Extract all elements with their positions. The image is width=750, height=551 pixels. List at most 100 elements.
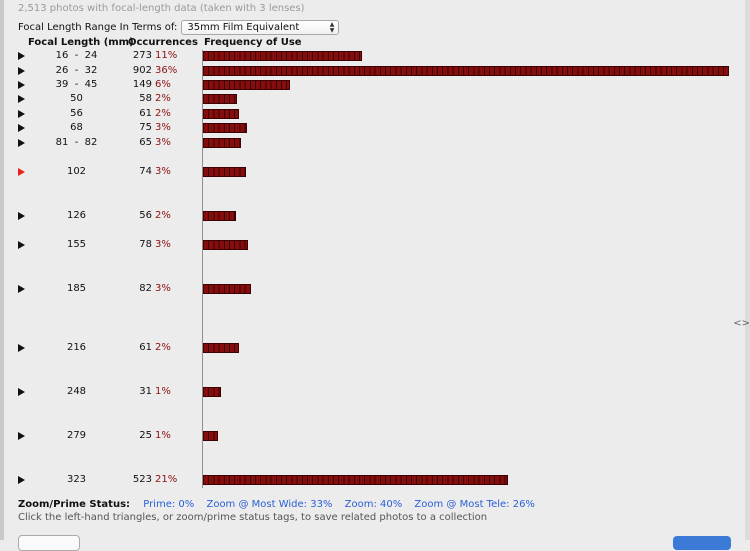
usage-percent: 11% (155, 50, 178, 61)
disclosure-triangle-icon[interactable] (18, 110, 25, 118)
disclosure-triangle-icon[interactable] (18, 95, 25, 103)
disclosure-triangle-icon[interactable] (18, 81, 25, 89)
usage-percent: 1% (155, 386, 171, 397)
focal-length-value: 39 - 45 (55, 79, 98, 90)
resize-handle-icon[interactable]: <> (733, 318, 750, 329)
window-left-edge (0, 0, 4, 540)
instruction-hint: Click the left-hand triangles, or zoom/p… (18, 512, 488, 523)
table-row: 185 82 3% (0, 283, 750, 295)
bottom-right-button[interactable] (673, 536, 731, 550)
status-label: Zoom/Prime Status: (18, 499, 131, 510)
focal-range-row: Focal Length Range In Terms of: 35mm Fil… (18, 19, 340, 35)
usage-percent: 1% (155, 430, 171, 441)
table-row: 102 74 3% (0, 166, 750, 178)
disclosure-triangle-icon[interactable] (18, 344, 25, 352)
occurrence-count: 61 (139, 342, 152, 353)
disclosure-triangle-icon[interactable] (18, 212, 25, 220)
status-tag-zoom[interactable]: Zoom: 40% (344, 499, 403, 510)
focal-length-value: 50 (70, 93, 83, 104)
window-right-edge (745, 0, 750, 540)
table-row: 323 523 21% (0, 474, 750, 486)
bottom-left-button[interactable] (18, 535, 80, 551)
disclosure-triangle-icon[interactable] (18, 52, 25, 60)
usage-percent: 2% (155, 93, 171, 104)
disclosure-triangle-icon[interactable] (18, 124, 25, 132)
occurrence-count: 25 (139, 430, 152, 441)
focal-length-value: 16 - 24 (55, 50, 98, 61)
table-row: 50 58 2% (0, 93, 750, 105)
usage-percent: 2% (155, 210, 171, 221)
focal-range-label: Focal Length Range In Terms of: (18, 21, 178, 33)
zoom-prime-status: Zoom/Prime Status: Prime: 0% Zoom @ Most… (18, 499, 544, 510)
photo-summary: 2,513 photos with focal-length data (tak… (18, 3, 305, 14)
table-row: 81 - 82 65 3% (0, 137, 750, 149)
status-tag-zoom-most-tele[interactable]: Zoom @ Most Tele: 26% (414, 499, 535, 510)
frequency-bar (203, 284, 251, 294)
frequency-bar (203, 51, 362, 61)
table-row: 279 25 1% (0, 430, 750, 442)
disclosure-triangle-icon[interactable] (18, 241, 25, 249)
table-row: 26 - 32 902 36% (0, 65, 750, 77)
focal-length-value: 26 - 32 (55, 65, 98, 76)
usage-percent: 6% (155, 79, 171, 90)
disclosure-triangle-icon[interactable] (18, 388, 25, 396)
occurrence-count: 149 (132, 79, 152, 90)
table-row: 56 61 2% (0, 108, 750, 120)
frequency-bar (203, 343, 239, 353)
focal-length-value: 248 (66, 386, 87, 397)
table-row: 155 78 3% (0, 239, 750, 251)
occurrence-count: 74 (139, 166, 152, 177)
occurrence-count: 61 (139, 108, 152, 119)
frequency-bar (203, 475, 508, 485)
occurrence-count: 75 (139, 122, 152, 133)
frequency-bar (203, 211, 236, 221)
frequency-bar (203, 123, 247, 133)
disclosure-triangle-icon[interactable] (18, 139, 25, 147)
focal-range-selected-value: 35mm Film Equivalent (187, 21, 300, 33)
focal-length-value: 126 (66, 210, 87, 221)
select-updown-icon: ▲ ▼ (329, 20, 335, 34)
focal-length-value: 56 (70, 108, 83, 119)
usage-percent: 3% (155, 166, 171, 177)
usage-percent: 2% (155, 342, 171, 353)
disclosure-triangle-icon[interactable] (18, 67, 25, 75)
focal-length-value: 185 (66, 283, 87, 294)
frequency-bar (203, 66, 729, 76)
table-row: 216 61 2% (0, 342, 750, 354)
frequency-bar (203, 387, 221, 397)
usage-percent: 2% (155, 108, 171, 119)
frequency-bar (203, 240, 248, 250)
disclosure-triangle-icon[interactable] (18, 168, 25, 176)
focal-range-select[interactable]: 35mm Film Equivalent ▲ ▼ (181, 19, 340, 35)
header-occurrences: Occurrences (128, 37, 198, 48)
usage-percent: 21% (155, 474, 178, 485)
occurrence-count: 902 (132, 65, 152, 76)
header-focal-length: Focal Length (mm) (28, 37, 134, 48)
usage-percent: 36% (155, 65, 178, 76)
occurrence-count: 65 (139, 137, 152, 148)
occurrence-count: 78 (139, 239, 152, 250)
frequency-bar (203, 138, 241, 148)
focal-length-value: 102 (66, 166, 87, 177)
frequency-bar (203, 94, 237, 104)
occurrence-count: 523 (132, 474, 152, 485)
status-tag-zoom-most-wide[interactable]: Zoom @ Most Wide: 33% (206, 499, 333, 510)
table-row: 248 31 1% (0, 386, 750, 398)
focal-length-value: 323 (66, 474, 87, 485)
usage-percent: 3% (155, 239, 171, 250)
table-row: 68 75 3% (0, 122, 750, 134)
focal-length-value: 155 (66, 239, 87, 250)
focal-length-value: 279 (66, 430, 87, 441)
focal-length-value: 216 (66, 342, 87, 353)
table-row: 16 - 24 273 11% (0, 50, 750, 62)
frequency-bar (203, 109, 239, 119)
status-tag-prime[interactable]: Prime: 0% (143, 499, 195, 510)
focal-length-value: 68 (70, 122, 83, 133)
disclosure-triangle-icon[interactable] (18, 476, 25, 484)
disclosure-triangle-icon[interactable] (18, 285, 25, 293)
table-row: 126 56 2% (0, 210, 750, 222)
occurrence-count: 31 (139, 386, 152, 397)
disclosure-triangle-icon[interactable] (18, 432, 25, 440)
usage-percent: 3% (155, 122, 171, 133)
frequency-bar (203, 167, 246, 177)
